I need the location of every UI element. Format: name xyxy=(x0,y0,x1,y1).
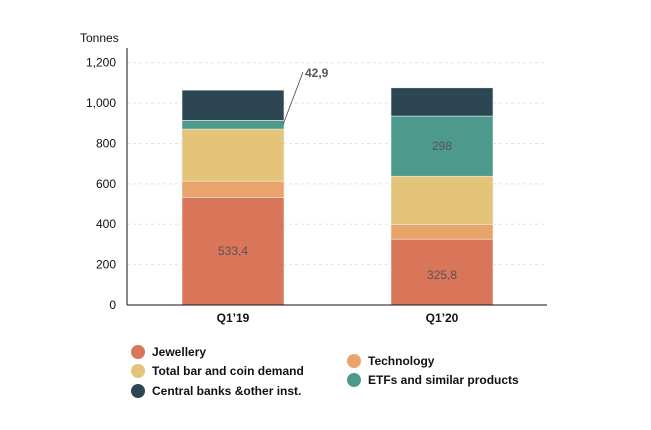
y-tick-label: 200 xyxy=(96,258,116,272)
legend-marker xyxy=(131,384,145,398)
y-tick-label: 1,000 xyxy=(86,96,116,110)
y-tick-label: 600 xyxy=(96,177,116,191)
legend-marker xyxy=(131,364,145,378)
bar-segment-jewellery-0 xyxy=(181,197,285,306)
bar-segment-technology-1 xyxy=(390,224,494,240)
y-tick-label: 0 xyxy=(109,298,116,312)
y-tick-label: 1,200 xyxy=(86,56,116,70)
bar-segment-central-banks-other-inst--0 xyxy=(181,89,285,121)
legend-marker xyxy=(347,373,361,387)
x-tick-label: Q1’20 xyxy=(426,311,459,325)
bar-segment-central-banks-other-inst--1 xyxy=(390,87,494,117)
legend-label: Total bar and coin demand xyxy=(152,364,304,378)
data-label: 325,8 xyxy=(427,268,457,282)
bar-segment-total-bar-and-coin-demand-0 xyxy=(181,128,285,182)
legend-label: Central banks &other inst. xyxy=(152,384,301,398)
y-tick-label: 800 xyxy=(96,136,116,150)
data-label: 298 xyxy=(432,139,452,153)
y-axis-label: Tonnes xyxy=(80,31,119,45)
annotation-leader-line xyxy=(282,71,304,125)
x-tick-label: Q1’19 xyxy=(217,311,250,325)
y-tick-label: 400 xyxy=(96,217,116,231)
legend-label: Technology xyxy=(368,354,435,368)
bar-segment-technology-0 xyxy=(181,180,285,198)
legend-marker xyxy=(131,345,145,359)
bar-segment-total-bar-and-coin-demand-1 xyxy=(390,175,494,225)
legend-label: Jewellery xyxy=(152,345,206,359)
data-label: 42,9 xyxy=(305,66,329,80)
bar-segment-etfs-and-similar-products-1 xyxy=(390,115,494,177)
legend-marker xyxy=(347,354,361,368)
legend-label: ETFs and similar products xyxy=(368,373,519,387)
data-label: 533,4 xyxy=(218,244,248,258)
bar-segment-etfs-and-similar-products-0 xyxy=(181,120,285,130)
